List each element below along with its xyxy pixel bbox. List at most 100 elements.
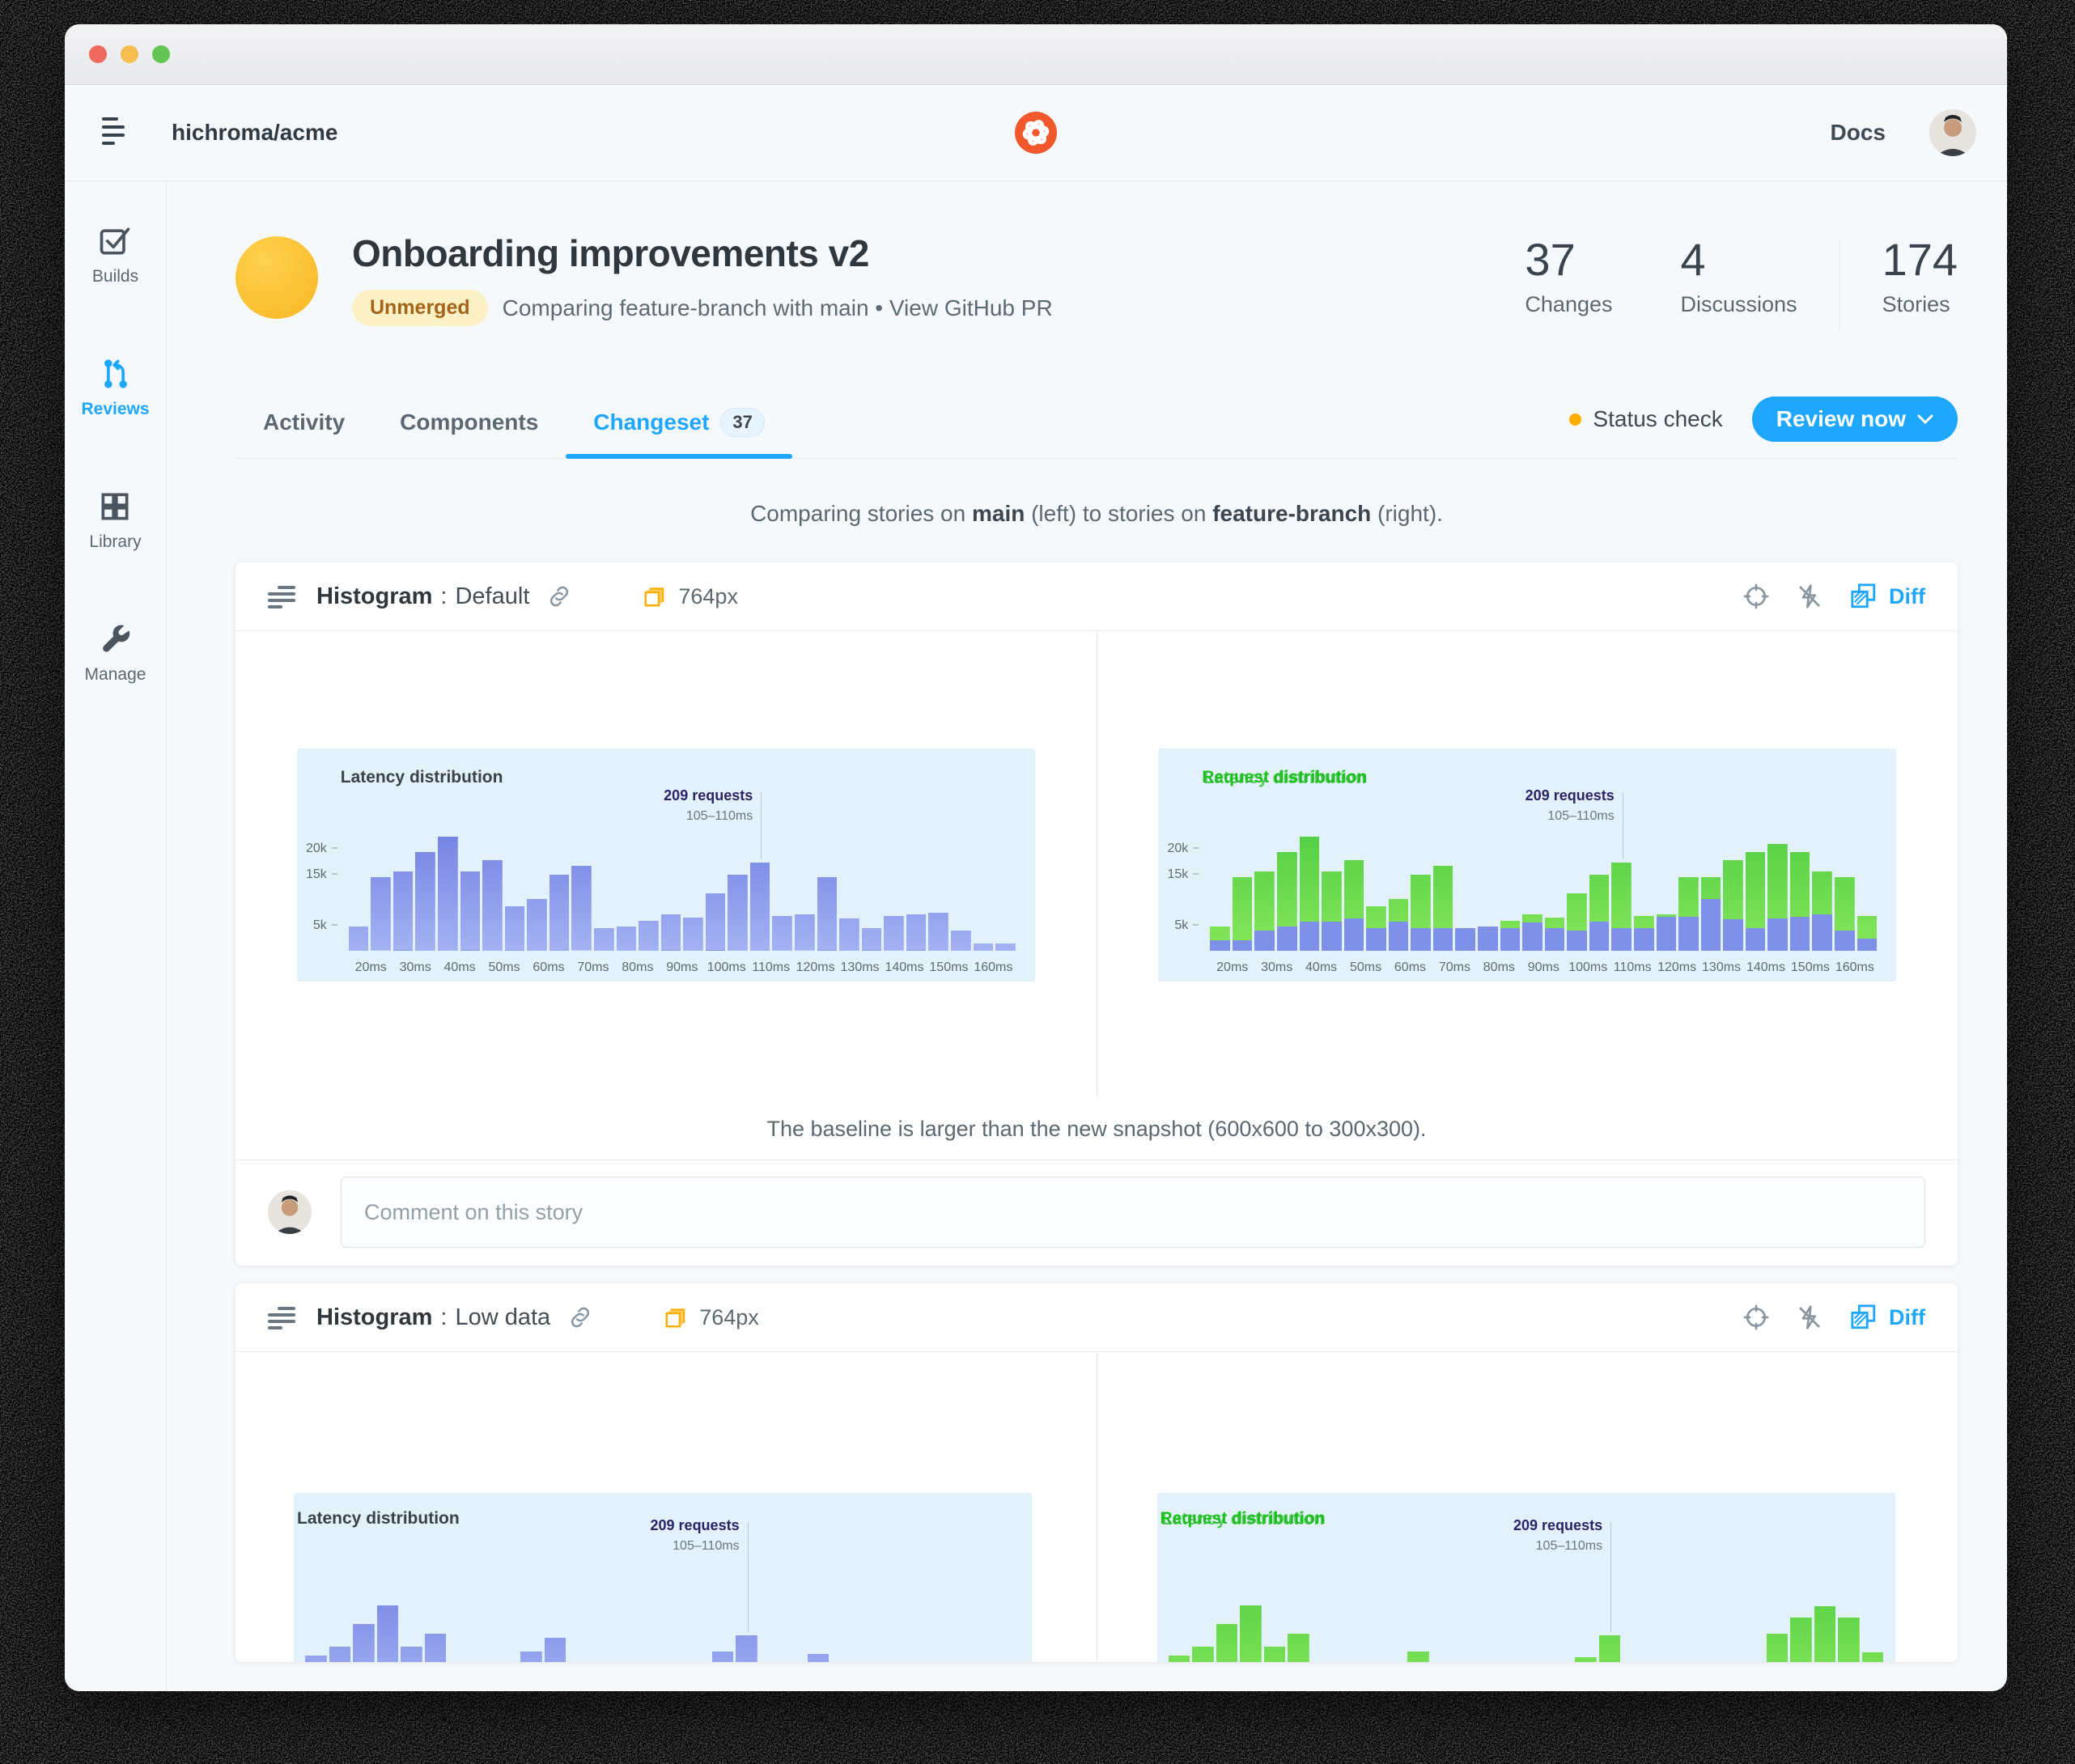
tab-changeset[interactable]: Changeset 37: [566, 408, 792, 459]
histogram-bar: [376, 1605, 399, 1662]
histogram-slot: [1745, 851, 1766, 951]
tabs-row: Activity Components Changeset 37: [236, 396, 1958, 459]
story-list-icon: [268, 1307, 295, 1329]
x-axis-tick: 40ms: [443, 960, 476, 974]
histogram-slot: [660, 914, 681, 951]
diff-label[interactable]: Diff: [1889, 583, 1925, 608]
sidebar-item-library[interactable]: Library: [89, 489, 142, 552]
x-axis-labels: 20ms 30ms 40ms 50ms 60ms 70ms 80ms 90ms 100ms 110…: [349, 960, 1016, 975]
diff-overlay-bar: [1789, 917, 1810, 951]
story-name[interactable]: Default: [455, 583, 530, 609]
viewport-size[interactable]: 764px: [699, 1304, 759, 1329]
component-name[interactable]: Histogram: [316, 1304, 433, 1330]
histogram-slot: [376, 1605, 399, 1662]
new-snapshot: Latency distribution Request distribution…: [1158, 748, 1897, 982]
sidebar-item-builds[interactable]: Builds: [92, 223, 138, 286]
y-axis-tick: 20k: [297, 842, 337, 856]
annotation-line: [1610, 1522, 1612, 1632]
zoom-window-button[interactable]: [152, 45, 170, 63]
sidebar-item-reviews[interactable]: Reviews: [81, 356, 150, 419]
histogram-slot: [1544, 918, 1565, 951]
histogram-bar: [639, 920, 659, 951]
tab-components[interactable]: Components: [400, 409, 539, 435]
docs-link[interactable]: Docs: [1830, 120, 1886, 145]
tab-activity[interactable]: Activity: [263, 409, 346, 435]
window-titlebar: [65, 24, 2007, 85]
baseline-pane[interactable]: Latency distribution 209 requests 105–110m…: [236, 1352, 1097, 1662]
status-check[interactable]: Status check: [1569, 406, 1723, 432]
inspect-target-icon[interactable]: [1743, 1304, 1769, 1330]
histogram-slot: [401, 1646, 422, 1662]
y-axis-tick: 5k: [1158, 918, 1199, 933]
histogram-slot: [544, 1638, 566, 1662]
histogram-slot: [807, 1653, 830, 1662]
histogram-slot: [1192, 1646, 1214, 1662]
histogram-slot: [1366, 906, 1386, 951]
histogram-bar: [1168, 1655, 1190, 1662]
stat-discussions: 4 Discussions: [1680, 234, 1797, 316]
histogram-bar: [1838, 1618, 1860, 1662]
annotation-range: 105–110ms: [1547, 809, 1615, 823]
inspect-target-icon[interactable]: [1743, 583, 1769, 609]
histogram-bar: [705, 893, 726, 951]
histogram-slot: [415, 851, 435, 951]
histogram-bar: [460, 871, 481, 951]
flash-off-icon[interactable]: [1797, 583, 1823, 609]
histogram-bar: [1240, 1605, 1262, 1662]
annotation-line: [747, 1522, 749, 1632]
histogram-slot: [772, 916, 792, 951]
sidebar-item-label: Library: [89, 532, 142, 551]
new-snapshot-pane[interactable]: Latency distribution Request distribution…: [1097, 631, 1958, 1099]
story-name[interactable]: Low data: [455, 1304, 551, 1330]
x-axis-tick: 140ms: [1746, 960, 1785, 974]
viewport-size[interactable]: 764px: [678, 583, 738, 608]
diff-overlay-bar: [1544, 928, 1565, 951]
build-subtitle[interactable]: Comparing feature-branch with main • Vie…: [502, 295, 1053, 320]
close-window-button[interactable]: [89, 45, 107, 63]
histogram-slot: [393, 871, 414, 951]
annotation-label: 209 requests 105–110ms: [1525, 787, 1615, 824]
histogram-slot: [884, 916, 904, 951]
annotation-range: 105–110ms: [1535, 1539, 1603, 1553]
x-axis-tick: 70ms: [577, 960, 609, 974]
link-icon[interactable]: [568, 1305, 592, 1329]
x-axis-tick: 130ms: [840, 960, 880, 974]
diff-label[interactable]: Diff: [1889, 1304, 1925, 1329]
histogram-slot: [906, 914, 927, 951]
diff-overlay-bar: [1388, 922, 1409, 951]
histogram-slot: [736, 1635, 757, 1662]
histogram-bar: [683, 918, 703, 951]
comment-input[interactable]: [341, 1177, 1925, 1248]
sidebar-item-manage[interactable]: Manage: [85, 621, 146, 685]
histogram-slot: [705, 893, 726, 951]
link-icon[interactable]: [547, 584, 571, 608]
histogram-slot: [460, 871, 481, 951]
flash-off-icon[interactable]: [1797, 1304, 1823, 1330]
diff-icon[interactable]: [1850, 1304, 1878, 1331]
review-now-button[interactable]: Review now: [1751, 396, 1958, 442]
histogram-slot: [817, 877, 838, 951]
diff-overlay-bar: [1276, 927, 1297, 951]
diff-icon[interactable]: [1850, 583, 1878, 610]
reviews-icon: [98, 356, 134, 392]
page-title: Onboarding improvements v2: [352, 232, 869, 274]
project-name[interactable]: hichroma/acme: [172, 120, 338, 145]
chromatic-logo-icon[interactable]: [1014, 111, 1058, 155]
chart-title: Request distribution: [1160, 1509, 1326, 1528]
component-name[interactable]: Histogram: [316, 583, 433, 609]
story-header: Histogram : Low data: [236, 1283, 1958, 1352]
viewport-icon: [643, 584, 667, 608]
baseline-pane[interactable]: Latency distribution 20k 15k 5k 20ms 30ms 40ms…: [236, 631, 1097, 1099]
diff-overlay-bar: [1835, 931, 1855, 951]
menu-icon[interactable]: [102, 117, 129, 146]
annotation-value: 209 requests: [1525, 787, 1615, 804]
x-axis-tick: 20ms: [354, 960, 387, 974]
minimize-window-button[interactable]: [121, 45, 138, 63]
histogram-slot: [1168, 1655, 1190, 1662]
new-snapshot-pane[interactable]: Latency distribution Request distribution…: [1097, 1352, 1958, 1662]
diff-overlay-bar: [1500, 928, 1521, 951]
diff-overlay-bar: [1745, 928, 1766, 951]
x-axis-tick: 100ms: [707, 960, 746, 974]
histogram-bar: [906, 914, 927, 951]
user-avatar[interactable]: [1929, 109, 1976, 156]
